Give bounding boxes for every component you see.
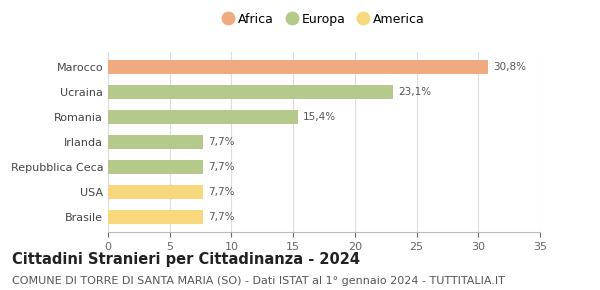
Text: Cittadini Stranieri per Cittadinanza - 2024: Cittadini Stranieri per Cittadinanza - 2… <box>12 252 360 267</box>
Text: 7,7%: 7,7% <box>208 212 235 222</box>
Bar <box>108 135 203 149</box>
Text: 23,1%: 23,1% <box>398 87 431 97</box>
Text: 15,4%: 15,4% <box>303 112 336 122</box>
Bar <box>108 210 203 224</box>
Text: 7,7%: 7,7% <box>208 137 235 147</box>
Bar <box>108 60 488 74</box>
Text: 30,8%: 30,8% <box>493 62 526 72</box>
Bar <box>108 110 298 124</box>
Text: 7,7%: 7,7% <box>208 162 235 172</box>
Text: COMUNE DI TORRE DI SANTA MARIA (SO) - Dati ISTAT al 1° gennaio 2024 - TUTTITALIA: COMUNE DI TORRE DI SANTA MARIA (SO) - Da… <box>12 276 505 285</box>
Bar <box>108 85 393 99</box>
Legend: Africa, Europa, America: Africa, Europa, America <box>218 8 430 31</box>
Text: 7,7%: 7,7% <box>208 187 235 197</box>
Bar <box>108 160 203 174</box>
Bar <box>108 185 203 199</box>
